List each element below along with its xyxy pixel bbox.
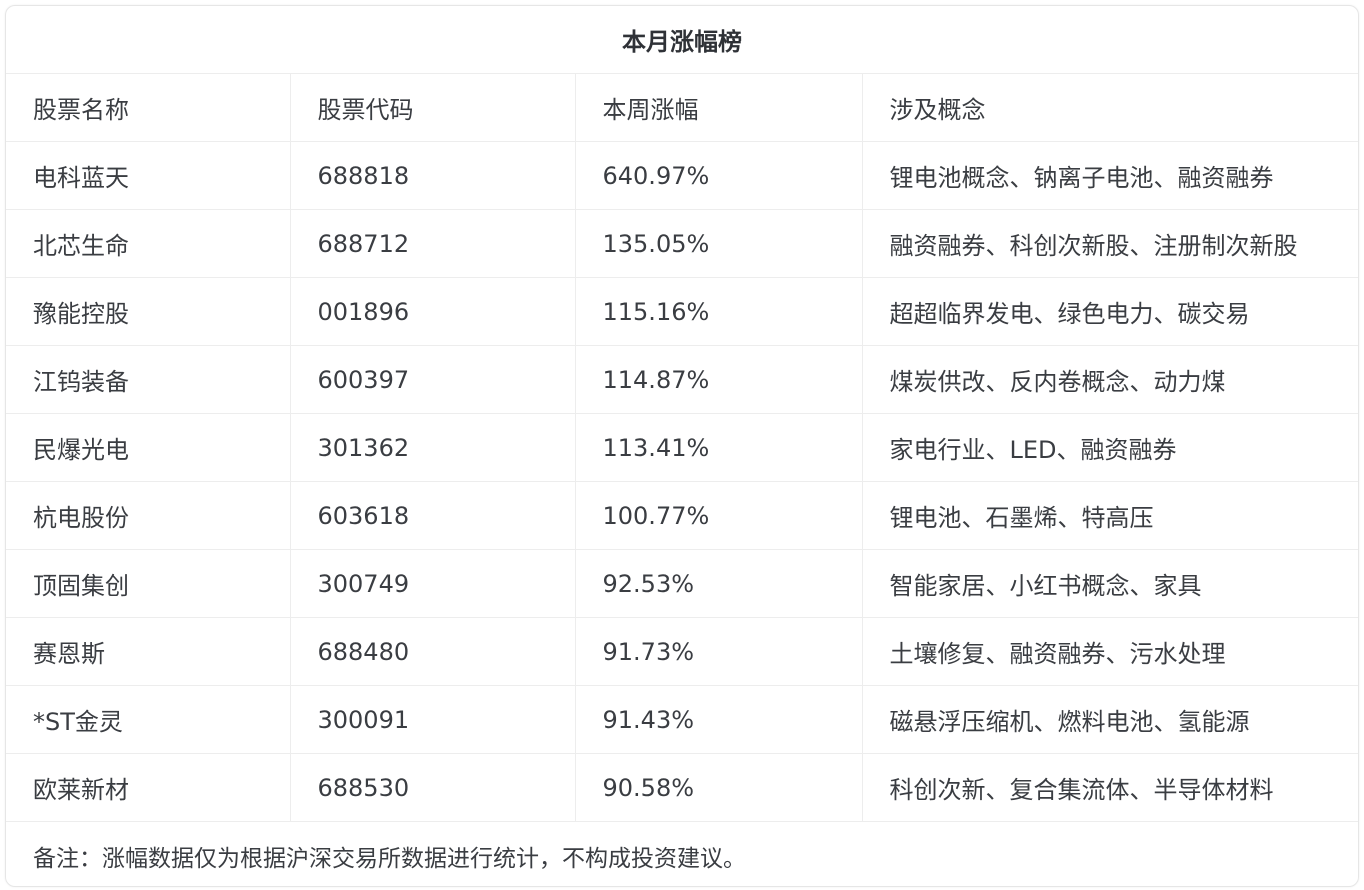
header-stock-code: 股票代码 (289, 73, 575, 142)
header-stock-name: 股票名称 (6, 73, 290, 142)
cell-stock-code: 688818 (289, 141, 575, 210)
cell-concepts: 锂电池概念、钠离子电池、融资融券 (861, 141, 1358, 210)
cell-stock-code: 603618 (289, 481, 575, 550)
cell-stock-code: 688480 (289, 617, 575, 686)
table-row: 赛恩斯 688480 91.73% 土壤修复、融资融券、污水处理 (6, 617, 1358, 686)
cell-stock-name: 北芯生命 (6, 209, 290, 278)
cell-stock-code: 600397 (289, 345, 575, 414)
cell-stock-name: 民爆光电 (6, 413, 290, 482)
cell-stock-code: 688712 (289, 209, 575, 278)
cell-stock-code: 301362 (289, 413, 575, 482)
footnote: 备注：涨幅数据仅为根据沪深交易所数据进行统计，不构成投资建议。 (6, 821, 1358, 886)
cell-concepts: 煤炭供改、反内卷概念、动力煤 (861, 345, 1358, 414)
cell-concepts: 科创次新、复合集流体、半导体材料 (861, 753, 1358, 822)
cell-concepts: 家电行业、LED、融资融券 (861, 413, 1358, 482)
table-row: 欧莱新材 688530 90.58% 科创次新、复合集流体、半导体材料 (6, 753, 1358, 822)
table-row: 豫能控股 001896 115.16% 超超临界发电、绿色电力、碳交易 (6, 277, 1358, 346)
table-row: *ST金灵 300091 91.43% 磁悬浮压缩机、燃料电池、氢能源 (6, 685, 1358, 754)
cell-stock-code: 300091 (289, 685, 575, 754)
header-concepts: 涉及概念 (861, 73, 1358, 142)
cell-concepts: 土壤修复、融资融券、污水处理 (861, 617, 1358, 686)
cell-concepts: 超超临界发电、绿色电力、碳交易 (861, 277, 1358, 346)
table-row: 顶固集创 300749 92.53% 智能家居、小红书概念、家具 (6, 549, 1358, 618)
cell-concepts: 磁悬浮压缩机、燃料电池、氢能源 (861, 685, 1358, 754)
cell-stock-code: 300749 (289, 549, 575, 618)
cell-weekly-gain: 91.73% (574, 617, 862, 686)
cell-weekly-gain: 135.05% (574, 209, 862, 278)
title-row: 本月涨幅榜 (6, 6, 1358, 74)
table-row: 杭电股份 603618 100.77% 锂电池、石墨烯、特高压 (6, 481, 1358, 550)
cell-weekly-gain: 92.53% (574, 549, 862, 618)
header-weekly-gain: 本周涨幅 (574, 73, 862, 142)
cell-stock-name: 杭电股份 (6, 481, 290, 550)
cell-weekly-gain: 91.43% (574, 685, 862, 754)
table-title: 本月涨幅榜 (622, 28, 742, 56)
footnote-row: 备注：涨幅数据仅为根据沪深交易所数据进行统计，不构成投资建议。 (6, 821, 1358, 886)
cell-concepts: 融资融券、科创次新股、注册制次新股 (861, 209, 1358, 278)
cell-concepts: 智能家居、小红书概念、家具 (861, 549, 1358, 618)
cell-stock-name: 豫能控股 (6, 277, 290, 346)
cell-weekly-gain: 113.41% (574, 413, 862, 482)
cell-weekly-gain: 115.16% (574, 277, 862, 346)
cell-stock-name: 江钨装备 (6, 345, 290, 414)
cell-weekly-gain: 100.77% (574, 481, 862, 550)
cell-stock-name: 电科蓝天 (6, 141, 290, 210)
cell-stock-code: 688530 (289, 753, 575, 822)
cell-stock-name: 欧莱新材 (6, 753, 290, 822)
cell-stock-name: 赛恩斯 (6, 617, 290, 686)
cell-stock-name: *ST金灵 (6, 685, 290, 754)
cell-concepts: 锂电池、石墨烯、特高压 (861, 481, 1358, 550)
monthly-gainers-table: 本月涨幅榜 股票名称 股票代码 本周涨幅 涉及概念 电科蓝天 688818 640.… (6, 6, 1358, 886)
cell-stock-code: 001896 (289, 277, 575, 346)
cell-weekly-gain: 114.87% (574, 345, 862, 414)
table-row: 民爆光电 301362 113.41% 家电行业、LED、融资融券 (6, 413, 1358, 482)
cell-stock-name: 顶固集创 (6, 549, 290, 618)
table-row: 江钨装备 600397 114.87% 煤炭供改、反内卷概念、动力煤 (6, 345, 1358, 414)
cell-weekly-gain: 90.58% (574, 753, 862, 822)
ranking-table-container: 本月涨幅榜 股票名称 股票代码 本周涨幅 涉及概念 电科蓝天 688818 640.… (5, 5, 1359, 887)
table-row: 电科蓝天 688818 640.97% 锂电池概念、钠离子电池、融资融券 (6, 141, 1358, 210)
cell-weekly-gain: 640.97% (574, 141, 862, 210)
table-row: 北芯生命 688712 135.05% 融资融券、科创次新股、注册制次新股 (6, 209, 1358, 278)
header-row: 股票名称 股票代码 本周涨幅 涉及概念 (6, 73, 1358, 142)
